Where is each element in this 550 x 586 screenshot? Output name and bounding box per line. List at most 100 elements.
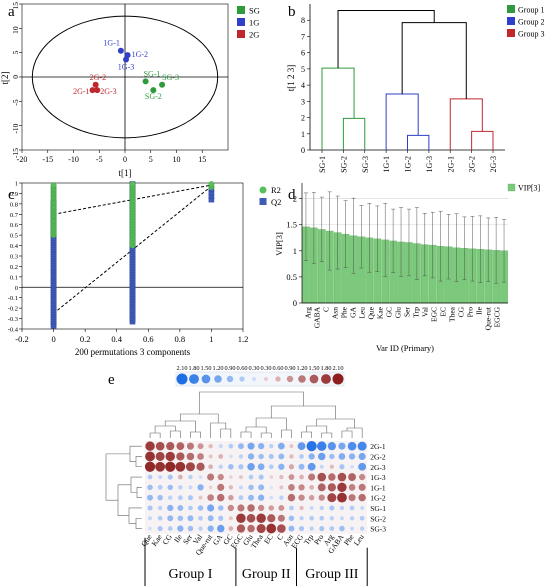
heatmap-cell	[148, 516, 153, 521]
scale-label: 0.90	[224, 365, 235, 372]
x-tick-label: -10	[68, 155, 79, 164]
heatmap-cell	[279, 474, 284, 480]
heatmap-cell	[309, 515, 315, 521]
heatmap-cell	[347, 441, 357, 451]
heatmap-cell	[236, 524, 246, 533]
heatmap-cell	[157, 494, 163, 501]
leaf-label: SG-1	[318, 156, 327, 173]
leaf-label: 1G-2	[404, 156, 413, 172]
heatmap-cell	[187, 525, 194, 532]
dendrogram-link	[337, 9, 435, 69]
heatmap-cell	[309, 505, 314, 510]
heatmap-cell	[348, 484, 356, 491]
heatmap-cell	[187, 495, 194, 501]
scale-circle	[239, 376, 245, 382]
heatmap-cell	[329, 464, 335, 469]
heatmap-cell	[319, 515, 325, 521]
heatmap-cell	[267, 514, 276, 523]
row-label: SG-2	[370, 514, 386, 523]
scale-circle	[189, 374, 199, 384]
heatmap-cell	[217, 505, 224, 511]
x-tick-label: C	[322, 307, 331, 312]
heatmap-cell	[188, 474, 193, 480]
heatmap-cell	[327, 442, 336, 451]
row-label: 1G-2	[370, 494, 386, 503]
x-tick-label: 0	[51, 334, 55, 344]
dendrogram-link	[342, 117, 366, 150]
heatmap-cell	[279, 495, 284, 500]
x-tick-label: Ile	[475, 306, 484, 315]
heatmap-cell	[266, 523, 277, 534]
y-tick-label: 1	[15, 181, 18, 188]
panel-label-d: d	[288, 187, 296, 203]
heatmap-cell	[167, 504, 174, 512]
y-tick-label: -15	[11, 148, 20, 158]
heatmap-cell	[327, 483, 336, 492]
heatmap-cell	[147, 494, 154, 501]
column-dendrogram-link	[198, 391, 304, 414]
heatmap-cell	[188, 505, 193, 511]
heatmap-cell	[207, 473, 215, 481]
x-tick-label: 0.8	[175, 334, 186, 344]
legend-label: 1G	[249, 18, 259, 28]
heatmap-cell	[217, 473, 224, 481]
heatmap-cell	[277, 524, 286, 533]
x-tick-label: 1.2	[238, 334, 249, 344]
heatmap-cell	[229, 475, 233, 479]
heatmap-cell	[268, 453, 274, 460]
y-tick-label: 0.1	[10, 274, 18, 281]
x-tick-label: -5	[96, 155, 103, 164]
y-tick-label: 0.6	[10, 222, 19, 229]
row-dendrogram-link	[105, 453, 130, 501]
heatmap-cell	[288, 515, 295, 522]
column-dendrogram-link	[301, 431, 312, 438]
r2-point	[208, 181, 215, 187]
x-tick-label: Kae	[376, 306, 385, 319]
y-tick-label: 0	[15, 285, 18, 292]
heatmap-cell	[247, 442, 255, 450]
heatmap-cell	[289, 505, 294, 511]
row-label: 1G-3	[370, 473, 386, 482]
legend-swatch	[507, 17, 515, 25]
heatmap-cell	[299, 454, 304, 459]
point-label: 1G-1	[103, 39, 119, 48]
heatmap-cell	[288, 474, 295, 481]
heatmap-cell	[318, 494, 325, 501]
y-tick-label: 5	[11, 50, 20, 54]
heatmap-cell	[228, 443, 234, 449]
heatmap-cell	[177, 515, 184, 522]
scale-circle	[226, 375, 234, 383]
heatmap-cell	[288, 464, 295, 470]
heatmap-cell	[299, 516, 304, 521]
heatmap-cell	[329, 505, 335, 511]
panel-c-permutation-plot: -0.2 0 0.2 0.4 0.6 0.8 1 1.2 1 0.9 0.8 0.7 0.6 0.5 0.4…	[8, 181, 282, 358]
scale-bar-background	[175, 371, 345, 387]
x-tick-label: -20	[17, 155, 28, 164]
x-tick-label: 1	[209, 334, 213, 344]
legend-swatch	[507, 29, 515, 37]
scale-circle	[275, 376, 281, 382]
score-point	[92, 81, 99, 88]
leaf-label: 2G-2	[468, 156, 477, 172]
heatmap-cell	[288, 484, 295, 491]
heatmap-cell	[157, 484, 163, 490]
heatmap-cell	[257, 494, 265, 501]
panel-b-dendrogram: 0 1 2 3 4 5 6 7 8 t[1 2 3] SG-1 SG-2 SG-3 1G-1 1G-2 1G-…	[286, 4, 544, 173]
heatmap-cell	[167, 484, 174, 491]
point-label: 2G-3	[100, 87, 116, 96]
score-point	[89, 87, 96, 94]
scale-circle	[298, 375, 306, 383]
heatmap-cell	[238, 495, 244, 501]
y-tick-label: 0.8	[10, 201, 18, 208]
point-label: 2G-2	[90, 73, 106, 82]
heatmap-cell	[298, 463, 305, 470]
column-dendrogram-link	[281, 429, 292, 438]
legend-swatch	[507, 5, 515, 13]
heatmap-cell	[256, 513, 266, 523]
heatmap-cell	[177, 495, 183, 501]
y-tick-label: 1.5	[286, 220, 297, 230]
heatmap-cell	[258, 484, 265, 491]
heatmap-cell	[348, 453, 356, 460]
score-point	[150, 87, 157, 94]
legend-swatch	[507, 183, 516, 192]
